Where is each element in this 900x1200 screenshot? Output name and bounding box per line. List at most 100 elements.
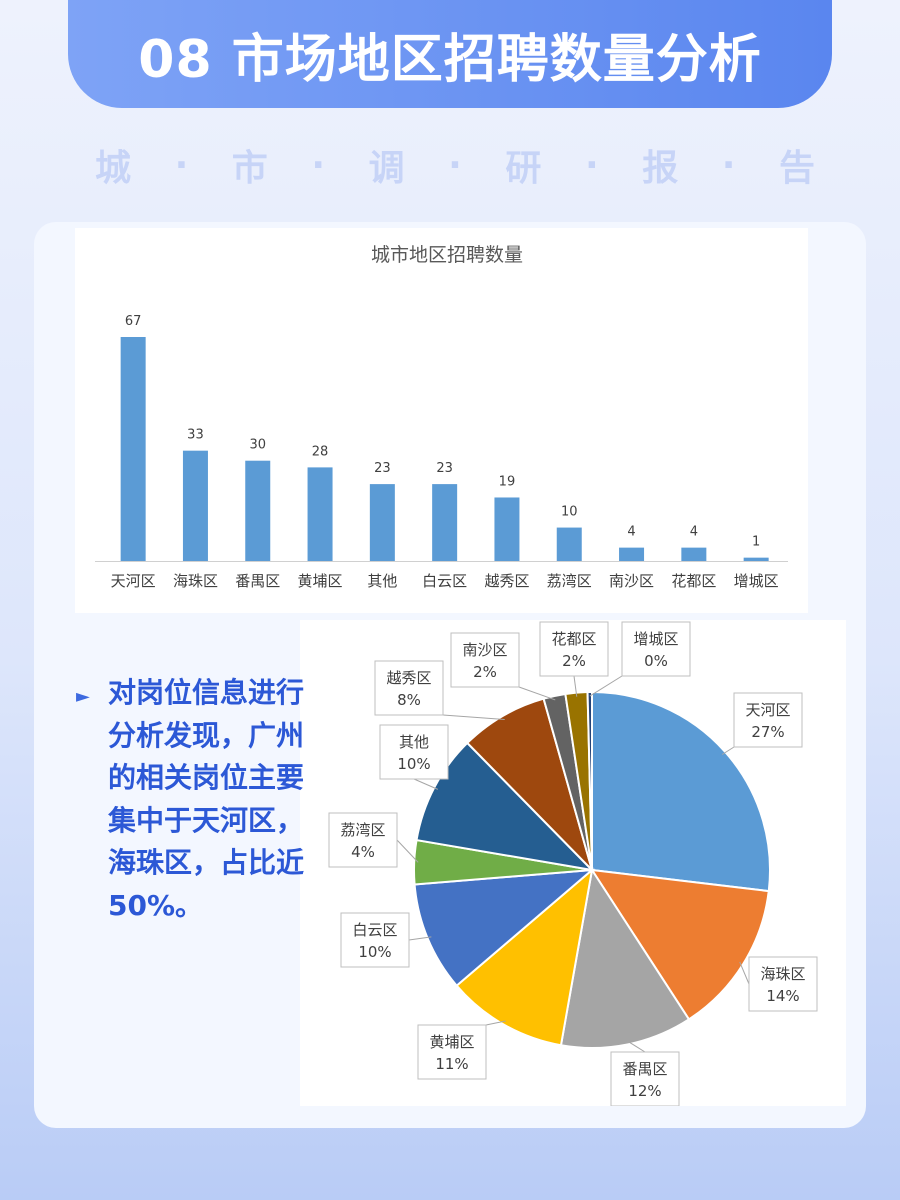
- data-label-box: [748, 956, 818, 1012]
- data-label-box: [450, 632, 520, 688]
- data-label-box: [733, 692, 803, 748]
- bar: [245, 460, 271, 561]
- subtitle-char: 城: [95, 148, 132, 189]
- slice-percent-label: 10%: [358, 943, 391, 961]
- x-tick-label: 南沙区: [609, 572, 654, 590]
- bar: [494, 497, 520, 561]
- bar: [182, 450, 208, 561]
- leader-line: [739, 961, 750, 985]
- bar-value-label: 23: [374, 461, 391, 476]
- bar: [307, 467, 333, 561]
- subtitle-dot: ·: [311, 144, 326, 186]
- triangle-bullet-icon: ►: [76, 686, 90, 707]
- x-tick-label: 荔湾区: [547, 572, 592, 590]
- bar-value-label: 23: [436, 461, 453, 476]
- pie-slice: [586, 690, 593, 871]
- subtitle-char: 研: [505, 148, 542, 189]
- slice-name-label: 南沙区: [462, 641, 507, 659]
- pie-slice: [455, 867, 594, 1047]
- data-label-box: [374, 660, 444, 716]
- bar-chart: 城市地区招聘数量 67 天河区 33 海珠区 30 番禺区 28 黄埔区 23 其他 23 白云区 19 越…: [95, 244, 788, 590]
- pie-slice: [591, 690, 771, 893]
- bar-chart-panel: 城市地区招聘数量 67 天河区 33 海珠区 30 番禺区 28 黄埔区 23 其他 23 白云区 19 越…: [75, 228, 808, 613]
- slice-percent-label: 2%: [473, 663, 497, 681]
- slice-name-label: 天河区: [745, 701, 790, 719]
- bar: [681, 547, 707, 561]
- leader-line: [396, 839, 419, 863]
- bar-value-label: 10: [561, 505, 578, 520]
- data-label-box: [621, 621, 691, 677]
- x-tick-label: 黄埔区: [298, 572, 343, 590]
- pie-slice: [413, 868, 595, 988]
- bar: [743, 557, 769, 561]
- leader-line: [518, 686, 556, 701]
- x-tick-label: 增城区: [734, 572, 779, 590]
- bar: [556, 527, 582, 561]
- data-label-box: [417, 1024, 487, 1080]
- bar-value-label: 1: [752, 535, 760, 550]
- slice-name-label: 增城区: [633, 630, 678, 648]
- slice-percent-label: 27%: [751, 723, 784, 741]
- data-label-box: [328, 812, 398, 868]
- bar-value-label: 4: [627, 525, 635, 540]
- bar-chart-title: 城市地区招聘数量: [371, 244, 523, 266]
- slice-name-label: 花都区: [551, 630, 596, 648]
- leader-line: [721, 746, 735, 755]
- analysis-note-text: 对岗位信息进行分析发现，广州的相关岗位主要集中于天河区，海珠区，占比近50%。: [108, 676, 305, 922]
- bar-value-label: 19: [499, 474, 516, 489]
- data-label-box: [379, 724, 449, 780]
- bar-value-label: 33: [187, 428, 204, 443]
- subtitle-dot: ·: [448, 144, 462, 186]
- x-tick-label: 其他: [367, 572, 397, 590]
- x-tick-label: 番禺区: [235, 572, 280, 590]
- bar-value-label: 67: [125, 314, 142, 329]
- x-tick-label: 海珠区: [173, 572, 218, 590]
- subtitle-dot: ·: [584, 144, 599, 186]
- slice-percent-label: 2%: [562, 652, 586, 670]
- pie-slice: [465, 697, 593, 871]
- leader-line: [413, 778, 439, 790]
- bar: [619, 547, 645, 561]
- leader-line: [589, 675, 623, 697]
- slice-name-label: 黄埔区: [429, 1033, 474, 1051]
- page-title: 08 市场地区招聘数量分析: [138, 29, 762, 90]
- slice-percent-label: 12%: [628, 1082, 661, 1100]
- slice-percent-label: 0%: [644, 652, 668, 670]
- bar: [120, 337, 146, 561]
- bar-value-label: 30: [249, 438, 266, 453]
- subtitle-char: 报: [642, 148, 679, 189]
- slice-percent-label: 11%: [435, 1055, 468, 1073]
- slice-name-label: 海珠区: [760, 965, 805, 983]
- slice-percent-label: 10%: [397, 755, 430, 773]
- x-tick-label: 花都区: [671, 572, 716, 590]
- subtitle-char: 调: [368, 148, 405, 189]
- data-label-box: [539, 621, 609, 677]
- bar-value-label: 4: [690, 525, 698, 540]
- pie-slice: [559, 867, 691, 1049]
- leader-line: [485, 1020, 506, 1026]
- bar-value-label: 28: [312, 444, 329, 459]
- pie-chart-panel: 天河区 27% 海珠区 14% 番禺区 12% 黄埔区 11% 白云区 10% 荔湾区 4% 其他 10%…: [300, 620, 846, 1107]
- x-tick-label: 天河区: [111, 572, 156, 590]
- slice-percent-label: 14%: [766, 987, 799, 1005]
- x-tick-label: 越秀区: [484, 572, 529, 590]
- leader-line: [626, 1040, 646, 1053]
- leader-line: [573, 675, 578, 697]
- subtitle-dot: ·: [721, 144, 736, 186]
- slice-name-label: 其他: [399, 733, 429, 751]
- pie-chart: 天河区 27% 海珠区 14% 番禺区 12% 黄埔区 11% 白云区 10% 荔湾区 4% 其他 10%…: [328, 621, 818, 1107]
- x-tick-label: 白云区: [422, 572, 467, 590]
- data-label-box: [340, 912, 410, 968]
- slice-name-label: 荔湾区: [340, 821, 385, 839]
- slice-percent-label: 4%: [351, 843, 375, 861]
- slice-name-label: 白云区: [352, 921, 397, 939]
- slice-name-label: 番禺区: [622, 1060, 667, 1078]
- leader-line: [408, 936, 432, 941]
- leader-line: [442, 714, 505, 720]
- subtitle-char: 告: [778, 148, 815, 189]
- subtitle-char: 市: [231, 148, 268, 189]
- pie-slice: [589, 868, 770, 1021]
- subtitle: 城 · 市 · 调 · 研 · 报 · 告: [95, 140, 815, 190]
- slice-name-label: 越秀区: [386, 669, 431, 687]
- header-banner: 08 市场地区招聘数量分析: [68, 0, 832, 108]
